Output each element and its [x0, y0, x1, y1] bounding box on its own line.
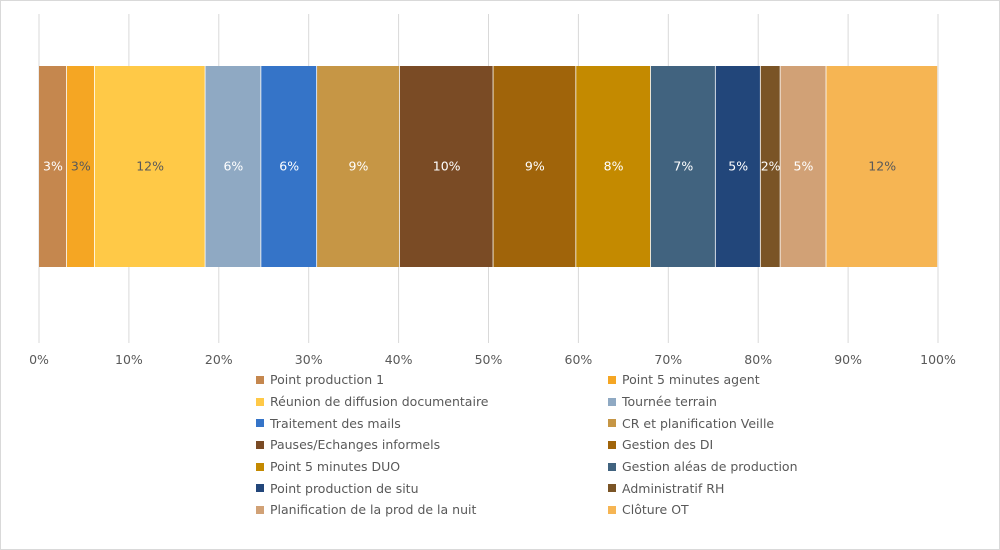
bar-segment	[780, 66, 826, 267]
legend-item: Point production de situ	[256, 477, 608, 499]
data-label: 12%	[868, 159, 896, 174]
legend-swatch	[256, 505, 264, 514]
x-tick-label: 100%	[920, 352, 956, 367]
legend-item: Pauses/Echanges informels	[256, 434, 608, 456]
legend-label: Gestion aléas de production	[622, 459, 798, 475]
legend-label: Point 5 minutes agent	[622, 372, 760, 388]
legend-swatch	[608, 505, 616, 514]
legend-item: CR et planification Veille	[608, 412, 816, 434]
data-label: 9%	[349, 159, 369, 174]
legend-swatch	[256, 397, 264, 406]
data-label: 9%	[525, 159, 545, 174]
x-tick-label: 60%	[565, 352, 593, 367]
legend-label: CR et planification Veille	[622, 415, 775, 431]
legend-item: Gestion aléas de production	[608, 456, 816, 478]
legend-swatch	[608, 484, 616, 493]
legend-swatch	[608, 419, 616, 428]
legend-item: Administratif RH	[608, 477, 816, 499]
legend-swatch	[608, 397, 616, 406]
x-tick-label: 70%	[654, 352, 682, 367]
legend-item: Planification de la prod de la nuit	[256, 499, 608, 521]
bar-segment	[493, 66, 576, 267]
legend-swatch	[608, 440, 616, 449]
legend-label: Clôture OT	[622, 502, 689, 518]
bar-segment	[261, 66, 317, 267]
legend-swatch	[608, 375, 616, 384]
legend-swatch	[256, 375, 264, 384]
bar-segment	[650, 66, 715, 267]
legend-item: Réunion de diffusion documentaire	[256, 391, 608, 413]
x-tick-label: 50%	[475, 352, 503, 367]
legend-label: Pauses/Echanges informels	[270, 437, 441, 453]
x-tick-label: 20%	[205, 352, 233, 367]
data-label: 3%	[71, 159, 91, 174]
bar-segment	[205, 66, 261, 267]
data-labels: 3% 3% 12% 6% 6% 9% 10% 9% 8% 7% 5% 2% 5% 12%	[43, 159, 896, 174]
bar-segment	[39, 66, 67, 267]
x-tick-label: 40%	[385, 352, 413, 367]
legend-swatch	[256, 440, 264, 449]
bar-segment	[399, 66, 493, 267]
legend-label: Administratif RH	[622, 480, 725, 496]
legend-item: Point 5 minutes agent	[608, 369, 816, 391]
legend-item: Tournée terrain	[608, 391, 816, 413]
legend-label: Planification de la prod de la nuit	[270, 502, 477, 518]
data-label: 6%	[279, 159, 299, 174]
legend: Point production 1 Point 5 minutes agent R…	[256, 369, 816, 521]
data-label: 7%	[673, 159, 693, 174]
bar-segment	[94, 66, 205, 267]
bar-segment	[826, 66, 938, 267]
legend-label: Point production de situ	[270, 480, 419, 496]
legend-swatch	[256, 462, 264, 471]
data-label: 8%	[604, 159, 624, 174]
legend-label: Gestion des DI	[622, 437, 714, 453]
legend-label: Tournée terrain	[622, 394, 717, 410]
bar-segment	[66, 66, 94, 267]
data-label: 5%	[794, 159, 814, 174]
legend-item: Point production 1	[256, 369, 608, 391]
x-tick-label: 80%	[744, 352, 772, 367]
bar-segment	[576, 66, 651, 267]
x-tick-label: 90%	[834, 352, 862, 367]
bar-segment	[715, 66, 760, 267]
bar-segment	[317, 66, 400, 267]
data-label: 6%	[223, 159, 243, 174]
legend-swatch	[256, 484, 264, 493]
bar-segment	[760, 66, 780, 267]
legend-label: Traitement des mails	[270, 415, 401, 431]
legend-label: Réunion de diffusion documentaire	[270, 394, 489, 410]
legend-item: Point 5 minutes DUO	[256, 456, 608, 478]
data-label: 3%	[43, 159, 63, 174]
legend-item: Traitement des mails	[256, 412, 608, 434]
legend-item: Clôture OT	[608, 499, 816, 521]
x-tick-label: 30%	[295, 352, 323, 367]
bar-segments	[39, 66, 938, 267]
data-label: 10%	[433, 159, 461, 174]
legend-label: Point 5 minutes DUO	[270, 459, 401, 475]
legend-label: Point production 1	[270, 372, 385, 388]
x-tick-label: 10%	[115, 352, 143, 367]
data-label: 2%	[761, 159, 781, 174]
data-label: 12%	[136, 159, 164, 174]
data-label: 5%	[728, 159, 748, 174]
legend-swatch	[256, 419, 264, 428]
legend-item: Gestion des DI	[608, 434, 816, 456]
x-tick-label: 0%	[29, 352, 49, 367]
legend-swatch	[608, 462, 616, 471]
x-axis-tick-labels: 0% 10% 20% 30% 40% 50% 60% 70% 80% 90% 100%	[29, 352, 956, 367]
